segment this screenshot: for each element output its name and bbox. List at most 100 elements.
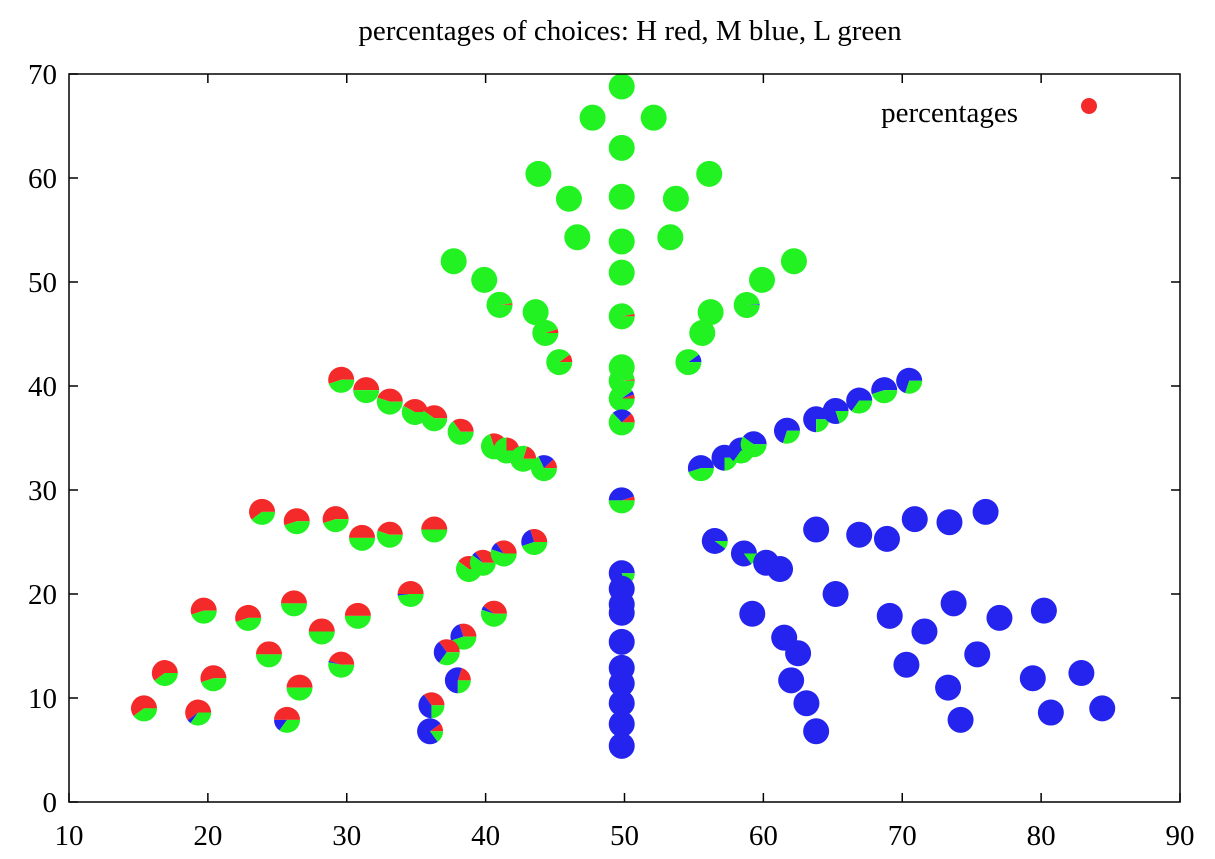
- data-point: [447, 418, 474, 445]
- data-point: [546, 349, 573, 376]
- slice-h: [459, 623, 477, 637]
- slice-m: [936, 509, 963, 536]
- data-point: [417, 718, 444, 745]
- slice-h: [423, 692, 445, 706]
- data-point: [274, 706, 301, 733]
- y-tick-label: 30: [28, 475, 57, 507]
- slice-h: [423, 405, 448, 419]
- slice-l: [905, 380, 923, 394]
- data-point: [748, 266, 775, 293]
- data-point: [785, 640, 812, 667]
- data-point: [328, 651, 355, 678]
- slice-l: [480, 609, 507, 627]
- data-point: [525, 160, 552, 187]
- slice-m: [472, 552, 483, 563]
- slice-h: [545, 328, 559, 333]
- slice-m: [940, 590, 967, 617]
- data-point: [255, 641, 282, 668]
- slice-l: [376, 397, 403, 415]
- slice-l: [835, 410, 849, 424]
- slice-m: [873, 525, 900, 552]
- slice-h: [190, 597, 217, 615]
- slice-h: [200, 665, 227, 683]
- slice-l: [782, 430, 800, 444]
- slice-l: [748, 266, 775, 293]
- data-point: [608, 409, 635, 436]
- slice-l: [546, 349, 573, 376]
- data-point: [608, 228, 635, 255]
- slice-m: [608, 599, 635, 626]
- slice-l: [328, 662, 355, 678]
- data-point: [555, 185, 582, 212]
- slice-l: [608, 134, 635, 161]
- slice-l: [532, 319, 559, 346]
- slice-l: [851, 400, 873, 414]
- slice-l: [608, 73, 635, 100]
- slice-l: [521, 542, 548, 555]
- data-point: [480, 600, 507, 627]
- data-point: [871, 377, 898, 404]
- data-point: [1019, 665, 1046, 692]
- data-point: [200, 665, 227, 692]
- slice-l: [439, 652, 460, 666]
- slice-h: [286, 674, 313, 688]
- slice-h: [621, 496, 635, 501]
- data-point: [608, 628, 635, 655]
- slice-l: [280, 603, 307, 617]
- slice-l: [440, 248, 467, 275]
- data-point: [846, 521, 873, 548]
- data-point: [767, 556, 794, 583]
- data-point: [608, 303, 635, 330]
- data-point: [793, 690, 820, 717]
- data-point: [353, 377, 380, 404]
- slice-h: [530, 529, 548, 542]
- slice-l: [323, 519, 349, 533]
- slice-l: [469, 555, 496, 576]
- slice-m: [896, 367, 923, 394]
- data-point: [803, 718, 830, 745]
- slice-h: [506, 437, 520, 451]
- slice-m: [785, 640, 812, 667]
- data-point: [1037, 699, 1064, 726]
- y-tick-label: 50: [28, 267, 57, 299]
- x-tick-label: 30: [332, 820, 361, 852]
- slice-l: [608, 303, 635, 330]
- slice-l: [154, 673, 178, 687]
- slice-l: [530, 456, 557, 482]
- slice-m: [608, 690, 635, 717]
- slice-h: [439, 639, 460, 653]
- slice-h: [274, 706, 301, 720]
- slice-m: [397, 594, 411, 596]
- slice-l: [344, 615, 371, 629]
- slice-l: [133, 708, 157, 722]
- data-point: [283, 508, 310, 535]
- data-point: [249, 498, 276, 525]
- data-point: [608, 711, 635, 737]
- slice-h: [328, 366, 355, 384]
- x-tick-label: 10: [55, 820, 84, 852]
- slice-m: [935, 674, 962, 701]
- slice-m: [417, 718, 441, 745]
- slice-l: [190, 712, 212, 726]
- data-point: [444, 667, 471, 694]
- slice-l: [255, 654, 282, 668]
- slice-l: [608, 385, 635, 412]
- data-point: [608, 183, 635, 210]
- slice-l: [191, 610, 217, 624]
- slice-m: [521, 529, 535, 547]
- data-point: [940, 590, 967, 617]
- data-point: [521, 529, 548, 555]
- data-point: [421, 405, 448, 432]
- slice-l: [555, 185, 582, 212]
- x-tick-label: 60: [749, 820, 778, 852]
- x-tick-label: 80: [1027, 820, 1056, 852]
- slice-l: [675, 349, 702, 376]
- slice-m: [701, 527, 728, 554]
- data-point: [185, 699, 212, 726]
- slice-m: [538, 455, 554, 469]
- slice-m: [822, 397, 849, 424]
- slice-h: [328, 651, 355, 665]
- data-point: [579, 104, 606, 131]
- data-point: [328, 366, 355, 393]
- chart-title: percentages of choices: H red, M blue, L…: [358, 15, 902, 47]
